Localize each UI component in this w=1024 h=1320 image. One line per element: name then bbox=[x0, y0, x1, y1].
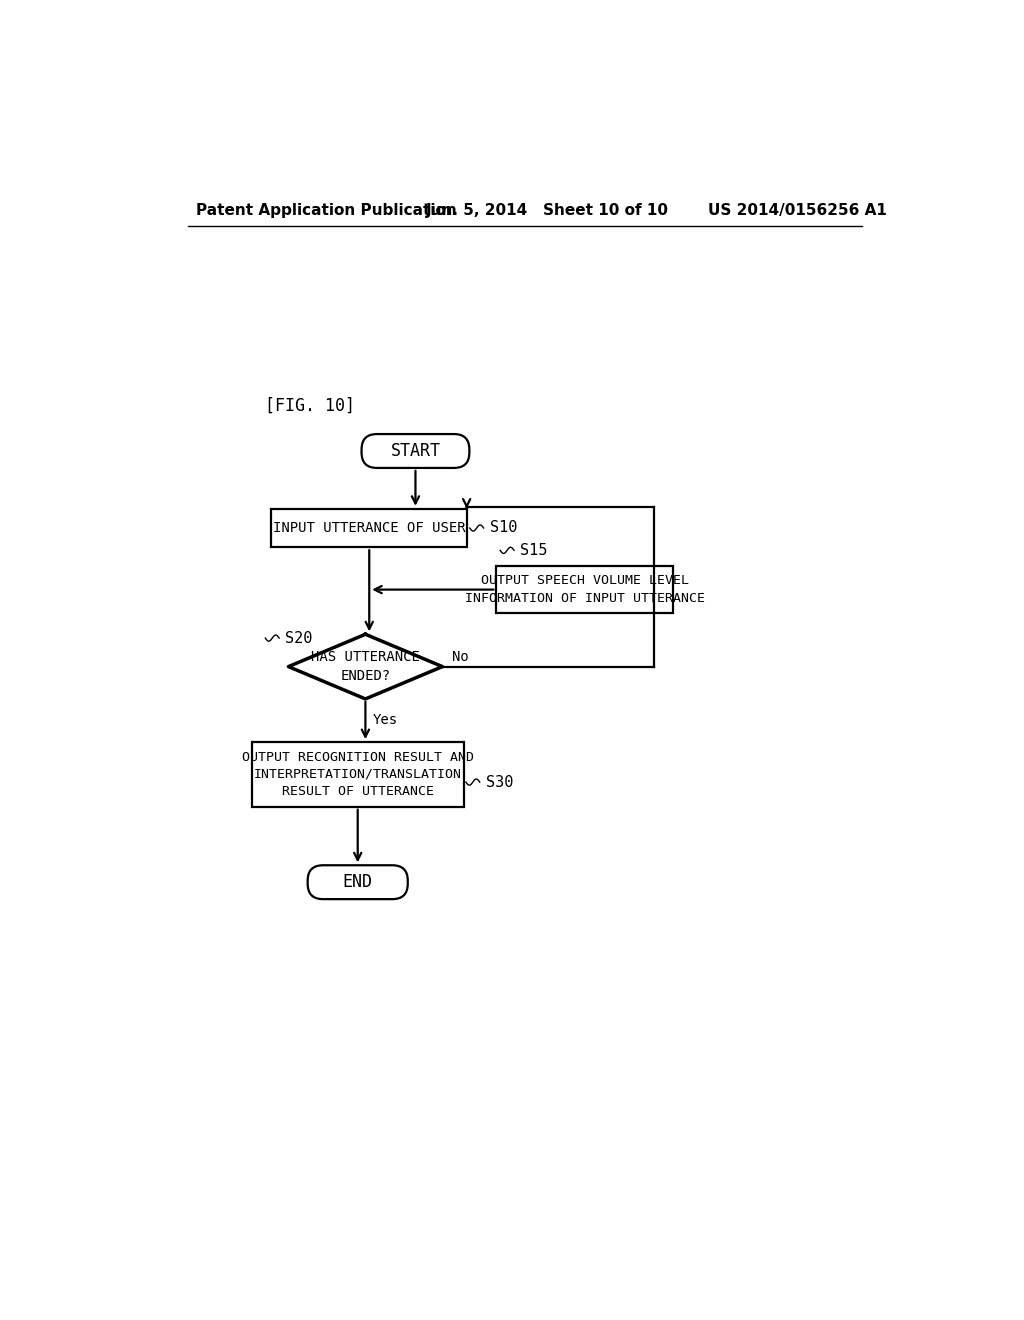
Text: OUTPUT SPEECH VOLUME LEVEL
INFORMATION OF INPUT UTTERANCE: OUTPUT SPEECH VOLUME LEVEL INFORMATION O… bbox=[465, 574, 705, 605]
Text: S15: S15 bbox=[520, 543, 548, 558]
Text: S10: S10 bbox=[489, 520, 517, 536]
Bar bbox=[271, 508, 467, 548]
Text: END: END bbox=[343, 874, 373, 891]
Text: Yes: Yes bbox=[373, 714, 398, 727]
Bar bbox=[497, 566, 674, 614]
FancyBboxPatch shape bbox=[307, 866, 408, 899]
Text: Patent Application Publication: Patent Application Publication bbox=[196, 203, 457, 218]
Text: OUTPUT RECOGNITION RESULT AND
INTERPRETATION/TRANSLATION
RESULT OF UTTERANCE: OUTPUT RECOGNITION RESULT AND INTERPRETA… bbox=[242, 751, 474, 797]
Text: S20: S20 bbox=[286, 631, 312, 645]
Text: HAS UTTERANCE
ENDED?: HAS UTTERANCE ENDED? bbox=[311, 651, 420, 682]
Text: Jun. 5, 2014   Sheet 10 of 10: Jun. 5, 2014 Sheet 10 of 10 bbox=[425, 203, 669, 218]
Bar bbox=[252, 742, 464, 807]
Text: INPUT UTTERANCE OF USER: INPUT UTTERANCE OF USER bbox=[273, 521, 466, 535]
Text: [FIG. 10]: [FIG. 10] bbox=[265, 397, 355, 414]
FancyBboxPatch shape bbox=[361, 434, 469, 469]
Text: US 2014/0156256 A1: US 2014/0156256 A1 bbox=[708, 203, 887, 218]
Text: START: START bbox=[390, 442, 440, 459]
Text: S30: S30 bbox=[486, 775, 513, 789]
Text: No: No bbox=[452, 651, 468, 664]
Polygon shape bbox=[289, 635, 442, 700]
